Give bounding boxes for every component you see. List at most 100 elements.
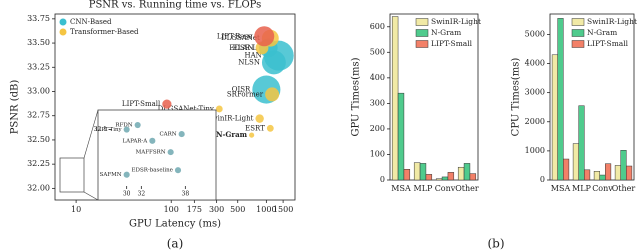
data-point: [266, 124, 274, 132]
x-tick-label: MLP: [572, 184, 592, 193]
y-tick-label: 32.1: [94, 126, 107, 133]
legend-marker: [59, 18, 67, 26]
legend-swatch: [571, 40, 585, 48]
legend-label: N-Gram: [431, 28, 461, 37]
bar: [605, 163, 612, 181]
inset-frame: [97, 109, 217, 201]
x-tick-label: MLP: [414, 184, 434, 193]
point-label: OISR: [232, 86, 251, 94]
point-label: ELAN: [233, 44, 254, 52]
x-tick-label: MSA: [391, 184, 411, 193]
legend-label: CNN-Based: [70, 18, 112, 26]
legend-label: SwinIR-Light: [587, 17, 637, 26]
data-point: [215, 105, 223, 113]
legend-swatch: [415, 18, 429, 26]
legend-label: Transformer-Based: [70, 28, 139, 36]
data-point: [178, 131, 185, 138]
x-tick-label: Conv: [435, 184, 456, 193]
point-label: LAPAR-A: [123, 138, 149, 144]
x-tick-label: 500: [230, 205, 245, 214]
y-tick-label: 100: [370, 149, 385, 158]
x-tick-label: 100: [164, 205, 179, 214]
point-label: N-Gram: [216, 130, 248, 139]
point-label: LIPT-Base: [217, 32, 252, 40]
data-point: [123, 171, 130, 178]
y-tick-label: 600: [370, 22, 385, 31]
point-label: ESRT: [245, 124, 265, 132]
legend-label: SwinIR-Light: [431, 17, 481, 26]
x-tick-label: 10: [71, 205, 81, 214]
legend-marker: [59, 28, 67, 36]
legend-swatch: [571, 18, 585, 26]
zoom-link: [83, 191, 99, 201]
x-tick-label: 1500: [273, 205, 293, 214]
bar: [469, 173, 477, 181]
plot-frame: [389, 13, 479, 181]
bar: [584, 169, 591, 181]
data-point: [134, 121, 141, 129]
data-point: [255, 114, 264, 123]
bar: [551, 54, 558, 181]
x-tick-label: 300: [209, 205, 224, 214]
point-label: LIPT-Tiny: [95, 127, 122, 133]
y-tick-label: 33.75: [27, 14, 50, 23]
point-label: EDSR-L: [229, 44, 257, 52]
bar: [614, 165, 621, 181]
bar: [403, 169, 411, 181]
x-tick-label: Other: [455, 184, 479, 193]
bar: [572, 143, 579, 181]
y-tick-label: 32.75: [27, 111, 50, 120]
legend-swatch: [415, 29, 429, 37]
y-axis-label: CPU Times(ms): [511, 58, 522, 137]
point-label: SRFormer: [227, 90, 264, 98]
panel-label: (b): [487, 237, 504, 250]
bar: [435, 178, 443, 181]
bar: [391, 16, 399, 181]
point-label: NLSN: [238, 58, 260, 66]
y-tick-label: 300: [370, 98, 385, 107]
point-label: RFDN: [115, 123, 132, 129]
point-label: CARN: [159, 132, 176, 138]
data-point: [174, 167, 182, 174]
y-tick-label: 4000: [525, 59, 545, 68]
y-tick-label: 5000: [525, 29, 545, 38]
legend-swatch: [415, 40, 429, 48]
data-point: [162, 99, 172, 109]
point-label: MAFFSRN: [136, 150, 166, 156]
bar: [620, 150, 627, 181]
y-axis-label: GPU Times(ms): [351, 57, 362, 136]
y-tick-label: 200: [370, 124, 385, 133]
y-tick-label: 32.00: [27, 183, 50, 192]
point-label: DLGSANet: [221, 34, 260, 42]
plot-frame: [549, 13, 635, 181]
bar: [626, 165, 633, 181]
bar: [563, 158, 570, 181]
bar: [599, 174, 606, 181]
data-point: [167, 149, 174, 156]
y-tick-label: 33.50: [27, 38, 50, 47]
point-label: SAFMN: [100, 172, 122, 178]
y-axis-label: PSNR (dB): [10, 80, 21, 135]
point-label: DLGSANet-Tiny: [158, 105, 214, 113]
x-tick-label: MSA: [551, 184, 571, 193]
y-tick-label: 0: [540, 175, 545, 184]
y-tick-label: 32.50: [27, 135, 50, 144]
x-tick-label: 30: [123, 191, 131, 198]
bar: [463, 163, 471, 181]
legend-label: N-Gram: [587, 28, 617, 37]
y-tick-label: 500: [370, 47, 385, 56]
data-point: [254, 26, 275, 47]
x-tick-label: Other: [612, 184, 636, 193]
y-tick-label: 3000: [525, 88, 545, 97]
point-label: SwinIR-Light: [207, 115, 254, 123]
data-point: [149, 137, 156, 144]
chart-title: PSNR vs. Running time vs. FLOPs: [89, 0, 262, 11]
y-tick-label: 33.25: [27, 62, 50, 71]
x-tick-label: 32: [138, 191, 146, 198]
x-tick-label: Conv: [592, 184, 613, 193]
y-tick-label: 32.25: [27, 159, 50, 168]
bar: [578, 105, 585, 181]
legend-swatch: [571, 29, 585, 37]
point-label: LIPT-Small: [122, 100, 161, 108]
